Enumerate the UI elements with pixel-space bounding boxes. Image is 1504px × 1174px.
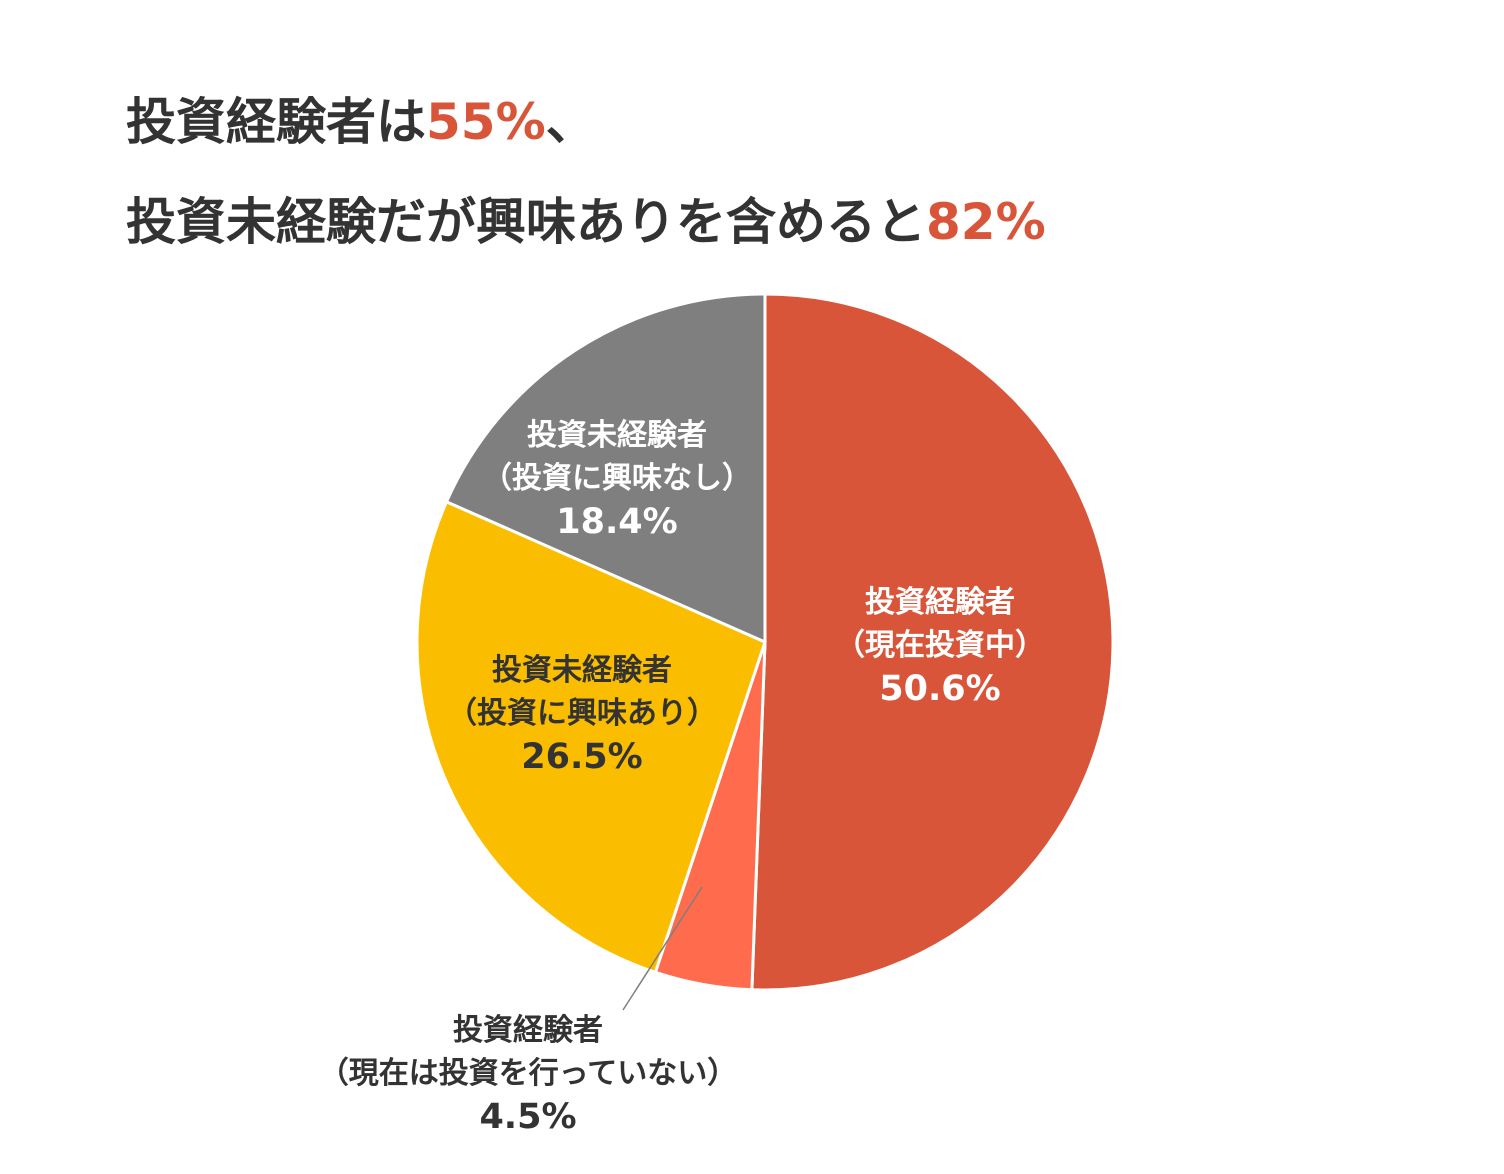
slice-label-subtitle: （投資に興味あり）	[447, 696, 717, 731]
slice-value-label: 18.4%	[556, 502, 677, 542]
slice-label-title: 投資未経験者	[492, 653, 672, 688]
slice-label-title: 投資経験者	[453, 1013, 603, 1048]
title-line-1-highlight: 55%	[426, 93, 546, 151]
title-line-2-highlight: 82%	[926, 193, 1046, 251]
chart-title: 投資経験者は55%、 投資未経験だが興味ありを含めると82%	[126, 72, 1426, 272]
pie-slices	[415, 292, 1115, 992]
title-line-1-prefix: 投資経験者は	[126, 93, 426, 151]
slice-label-subtitle: （現在投資中）	[835, 628, 1045, 663]
slice-label-title: 投資未経験者	[527, 418, 707, 453]
slice-label-subtitle: （投資に興味なし）	[482, 461, 752, 496]
slice-value-label: 50.6%	[879, 669, 1000, 709]
slice-labels: 投資経験者 （現在投資中） 50.6% 投資経験者 （現在は投資を行っていない） 4.5%…	[319, 418, 1045, 1137]
leader-lines	[622, 886, 703, 1011]
title-line-1: 投資経験者は55%、	[126, 72, 1426, 172]
slice-value-label: 26.5%	[521, 737, 642, 777]
slice-uninvested-not-interested	[444, 292, 767, 645]
slice-value-label: 4.5%	[479, 1097, 576, 1137]
slice-uninvested-interested	[415, 499, 767, 975]
leader-line	[622, 886, 703, 1011]
title-line-1-suffix: 、	[545, 93, 596, 151]
slice-label-title: 投資経験者	[865, 585, 1015, 620]
slice-invested-current	[750, 292, 1115, 992]
title-line-2: 投資未経験だが興味ありを含めると82%	[126, 172, 1426, 272]
slice-label-subtitle: （現在は投資を行っていない）	[319, 1056, 738, 1091]
title-line-2-prefix: 投資未経験だが興味ありを含めると	[126, 193, 926, 251]
